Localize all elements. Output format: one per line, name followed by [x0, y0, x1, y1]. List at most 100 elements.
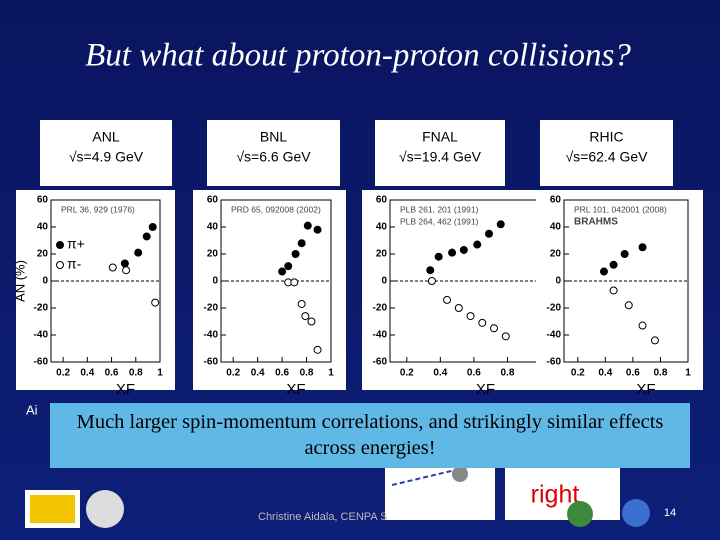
y-tick-label: 60: [550, 195, 562, 206]
y-tick-label: 40: [37, 222, 49, 233]
legend-marker: [56, 261, 64, 269]
point: [459, 245, 468, 254]
point: [284, 262, 293, 271]
right-box: [505, 460, 620, 520]
logo-seal: [86, 490, 124, 528]
point: [142, 232, 151, 241]
ball: [452, 466, 468, 482]
point: [620, 250, 629, 258]
y-tick-label: -60: [204, 357, 219, 368]
point: [650, 336, 659, 345]
x-tick-label: 0.6: [626, 368, 640, 379]
point: [501, 332, 510, 341]
x-tick-label: 0.8: [129, 368, 143, 379]
point: [454, 304, 463, 312]
slide-title: But what about proton-proton collisions?: [85, 38, 631, 74]
point: [490, 324, 499, 333]
chart-subtitle: √s=4.9 GeV: [69, 149, 144, 165]
page-number: 14: [664, 507, 676, 519]
point: [291, 250, 300, 258]
point: [426, 266, 435, 275]
y-tick-label: 60: [207, 195, 219, 206]
y-tick-label: -20: [204, 303, 219, 314]
annotation: PLB 264, 462 (1991): [400, 216, 479, 226]
point: [303, 221, 312, 230]
x-label: XF: [476, 381, 495, 398]
point: [599, 267, 608, 276]
x-tick-label: 1: [328, 368, 334, 379]
right-label: right: [531, 481, 580, 509]
point: [473, 240, 482, 249]
point: [301, 312, 310, 321]
point: [638, 243, 647, 252]
callout: Much larger spin-momentum correlations, …: [76, 411, 664, 459]
x-tick-label: 0.4: [80, 368, 94, 379]
y-tick-label: 60: [376, 195, 388, 206]
callout-wrap: Much larger spin-momentum correlations, …: [76, 411, 664, 459]
label-box: [207, 120, 340, 186]
x-tick-label: 1: [157, 368, 163, 379]
logo-nsf: [622, 499, 650, 527]
annotation: PLB 261, 201 (1991): [400, 204, 479, 214]
footer: Christine Aidala, CENPA S: [258, 511, 387, 523]
point: [484, 229, 493, 238]
y-tick-label: -40: [34, 330, 49, 341]
point: [313, 225, 322, 234]
y-tick-label: -20: [373, 303, 388, 314]
y-tick-label: -20: [547, 303, 562, 314]
point: [290, 278, 299, 287]
cut-text: Ai: [26, 402, 38, 417]
plot-bg: [536, 190, 703, 390]
x-tick-label: 0.2: [56, 368, 70, 379]
y-tick-label: 60: [37, 195, 49, 206]
annotation: PRL 101, 042001 (2008): [574, 204, 667, 214]
legend-marker: [56, 241, 64, 249]
y-tick-label: 20: [37, 249, 49, 260]
label-box: [540, 120, 673, 186]
chart-title: BNL: [260, 129, 287, 145]
y-tick-label: -60: [373, 357, 388, 368]
logo-doe: [567, 501, 593, 527]
legend-label: π+: [67, 236, 85, 252]
chart-subtitle: √s=62.4 GeV: [565, 149, 648, 165]
x-tick-label: 0.2: [400, 368, 414, 379]
y-tick-label: 20: [376, 249, 388, 260]
chart-title: ANL: [92, 129, 119, 145]
y-tick-label: 40: [207, 222, 219, 233]
point: [466, 312, 475, 321]
chart-title: RHIC: [589, 129, 623, 145]
chart-subtitle: √s=6.6 GeV: [236, 149, 311, 165]
y-tick-label: 0: [212, 276, 218, 287]
plot-bg: [16, 190, 175, 390]
x-tick-label: 0.8: [653, 368, 667, 379]
y-tick-label: -40: [547, 330, 562, 341]
y-tick-label: -20: [34, 303, 49, 314]
point: [478, 318, 487, 327]
x-tick-label: 0.4: [598, 368, 612, 379]
x-label: XF: [116, 381, 135, 398]
label-box: [40, 120, 172, 186]
point: [297, 239, 306, 248]
x-tick-label: 0.6: [105, 368, 119, 379]
charts: ANL √s=4.9 GeV -60 -40 -20 0 20 40 60 0.2 0.4 0.6 0.…: [12, 120, 703, 398]
point: [609, 286, 618, 295]
point: [313, 345, 322, 354]
x-tick-label: 0.4: [251, 368, 265, 379]
point: [134, 248, 143, 257]
y-tick-label: 0: [555, 276, 561, 287]
point: [120, 259, 129, 268]
point: [278, 267, 287, 276]
y-tick-label: -40: [204, 330, 219, 341]
y-tick-label: 40: [550, 222, 562, 233]
point: [427, 277, 436, 285]
x-tick-label: 0.8: [500, 368, 514, 379]
annotation: PRD 65, 092008 (2002): [231, 204, 321, 214]
point: [108, 263, 117, 272]
x-tick-label: 0.6: [467, 368, 481, 379]
y-tick-label: -60: [34, 357, 49, 368]
point: [307, 317, 316, 326]
y-tick-label: 0: [381, 276, 387, 287]
point: [443, 295, 452, 304]
x-tick-label: 1: [685, 368, 691, 379]
